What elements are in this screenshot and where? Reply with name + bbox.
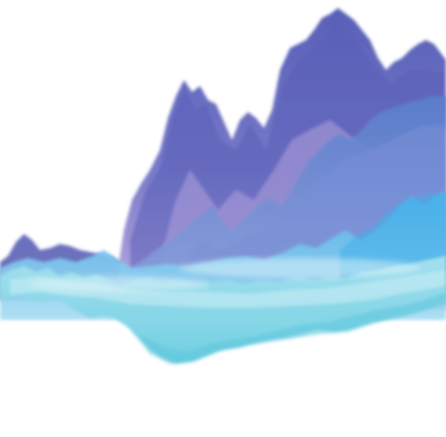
mist-haze-layer bbox=[30, 258, 420, 292]
